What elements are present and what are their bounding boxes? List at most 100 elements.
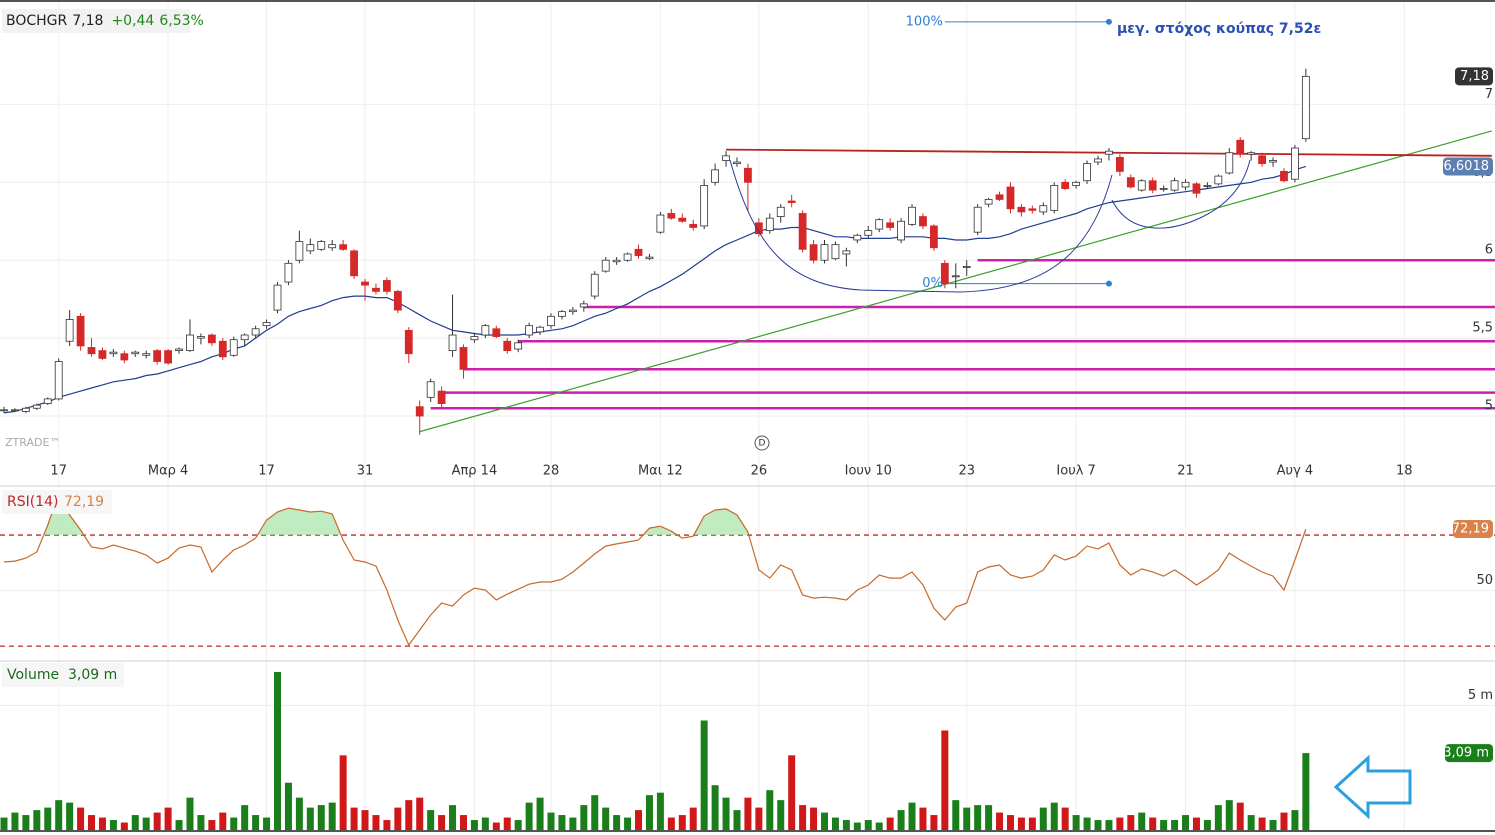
candle-body (951, 275, 960, 278)
volume-bar (766, 790, 774, 830)
volume-bar (1072, 815, 1080, 830)
candle-body (919, 216, 927, 227)
candle-body (1028, 208, 1037, 211)
candle-body (470, 336, 479, 341)
volume-bar (996, 812, 1004, 830)
volume-bar (1061, 807, 1069, 830)
watermark: ZTRADE™ (5, 436, 60, 449)
candle-body (842, 250, 851, 255)
rsi-last-label: 72,19 (1452, 521, 1489, 536)
volume-bar (427, 810, 435, 830)
volume-bar (558, 815, 566, 830)
candle-body (65, 319, 74, 342)
candle-body (973, 206, 982, 233)
volume-bar (109, 820, 117, 830)
header-box (2, 9, 190, 33)
volume-bar (405, 800, 413, 830)
candle-body (886, 222, 895, 228)
volume-bar (492, 822, 500, 830)
volume-bar (941, 730, 949, 830)
candle-body (514, 342, 523, 350)
volume-bar (1258, 817, 1266, 830)
candle-body (864, 230, 873, 236)
volume-bar (350, 807, 358, 830)
volume-bar (142, 817, 150, 830)
candle-body (415, 406, 424, 417)
volume-bar (569, 817, 577, 830)
change-pct: 6,53% (159, 13, 203, 29)
candle-body (448, 334, 457, 351)
volume-bar (1149, 817, 1157, 830)
volume-bar (1192, 817, 1200, 830)
volume-bar (481, 817, 489, 830)
volume-bar (1017, 817, 1025, 830)
candle-body (940, 262, 949, 284)
volume-bar (842, 820, 850, 830)
volume-bar (755, 807, 763, 830)
volume-bar (624, 817, 632, 830)
candle-body (207, 334, 216, 344)
rsi-title-box (2, 490, 112, 514)
candle-body (612, 259, 621, 263)
candle-body (733, 161, 741, 165)
candle-body (1247, 152, 1256, 155)
header: BOCHGR 7,18 +0,44 6,53% (6, 13, 204, 29)
x-tick-label: Μαι 12 (638, 464, 683, 479)
volume-bar (678, 815, 686, 830)
x-tick-label: Ιουλ 7 (1056, 464, 1095, 479)
candle-body (459, 347, 468, 370)
candle-body (667, 213, 676, 219)
candle-body (930, 225, 938, 249)
volume-bar (788, 755, 796, 830)
volume-title: Volume (7, 667, 59, 683)
candle-body (601, 259, 610, 272)
volume-bar (372, 815, 380, 830)
candle-body (831, 244, 840, 260)
label-layer: 17 Μαρ 4 17 31 Απρ 14 28 Μαι 12 26 Ιουν 10 23 Ιουλ… (50, 14, 1493, 763)
candle-body (1115, 156, 1124, 172)
candle-body (54, 361, 63, 400)
candle-body (711, 169, 719, 183)
volume-bar (1225, 800, 1233, 830)
plot-layer (0, 18, 1495, 830)
candle-body (787, 200, 796, 203)
volume-bar (613, 815, 621, 830)
volume-bar (1105, 820, 1113, 830)
candle-body (218, 340, 227, 358)
candle-body (1072, 181, 1081, 186)
volume-bar (744, 797, 752, 830)
candle-body (1061, 181, 1070, 189)
volume-bar (667, 817, 675, 830)
candle-body (962, 266, 971, 268)
candle-body (590, 273, 599, 297)
candle-body (984, 199, 993, 205)
volume-bar (164, 807, 172, 830)
volume-bar (974, 805, 982, 830)
volume-bar (875, 822, 883, 830)
candle-body (32, 404, 41, 409)
candle-body (776, 206, 785, 217)
x-tick-label: 31 (357, 464, 374, 479)
volume-bar (886, 817, 894, 830)
volume-bar (1083, 817, 1091, 830)
volume-bar (339, 755, 347, 830)
candle-body (853, 234, 862, 241)
volume-bar (77, 807, 85, 830)
volume-bar (1050, 802, 1058, 830)
volume-bar (208, 820, 216, 830)
symbol: BOCHGR (6, 13, 68, 29)
x-tick-label: Αυγ 4 (1277, 464, 1314, 479)
event-icon[interactable] (754, 435, 770, 451)
rsi-value: 72,19 (64, 494, 104, 510)
volume-bar (700, 720, 708, 830)
base-handle (1105, 280, 1112, 287)
volume-bar (897, 810, 905, 830)
target-label: 100% (906, 14, 943, 29)
candle-body (131, 351, 140, 355)
volume-bar (853, 822, 861, 830)
rsi-overbought-fill (4, 493, 1306, 536)
volume-bar (831, 817, 839, 830)
candle-body (481, 325, 490, 336)
volume-bar (810, 807, 818, 830)
